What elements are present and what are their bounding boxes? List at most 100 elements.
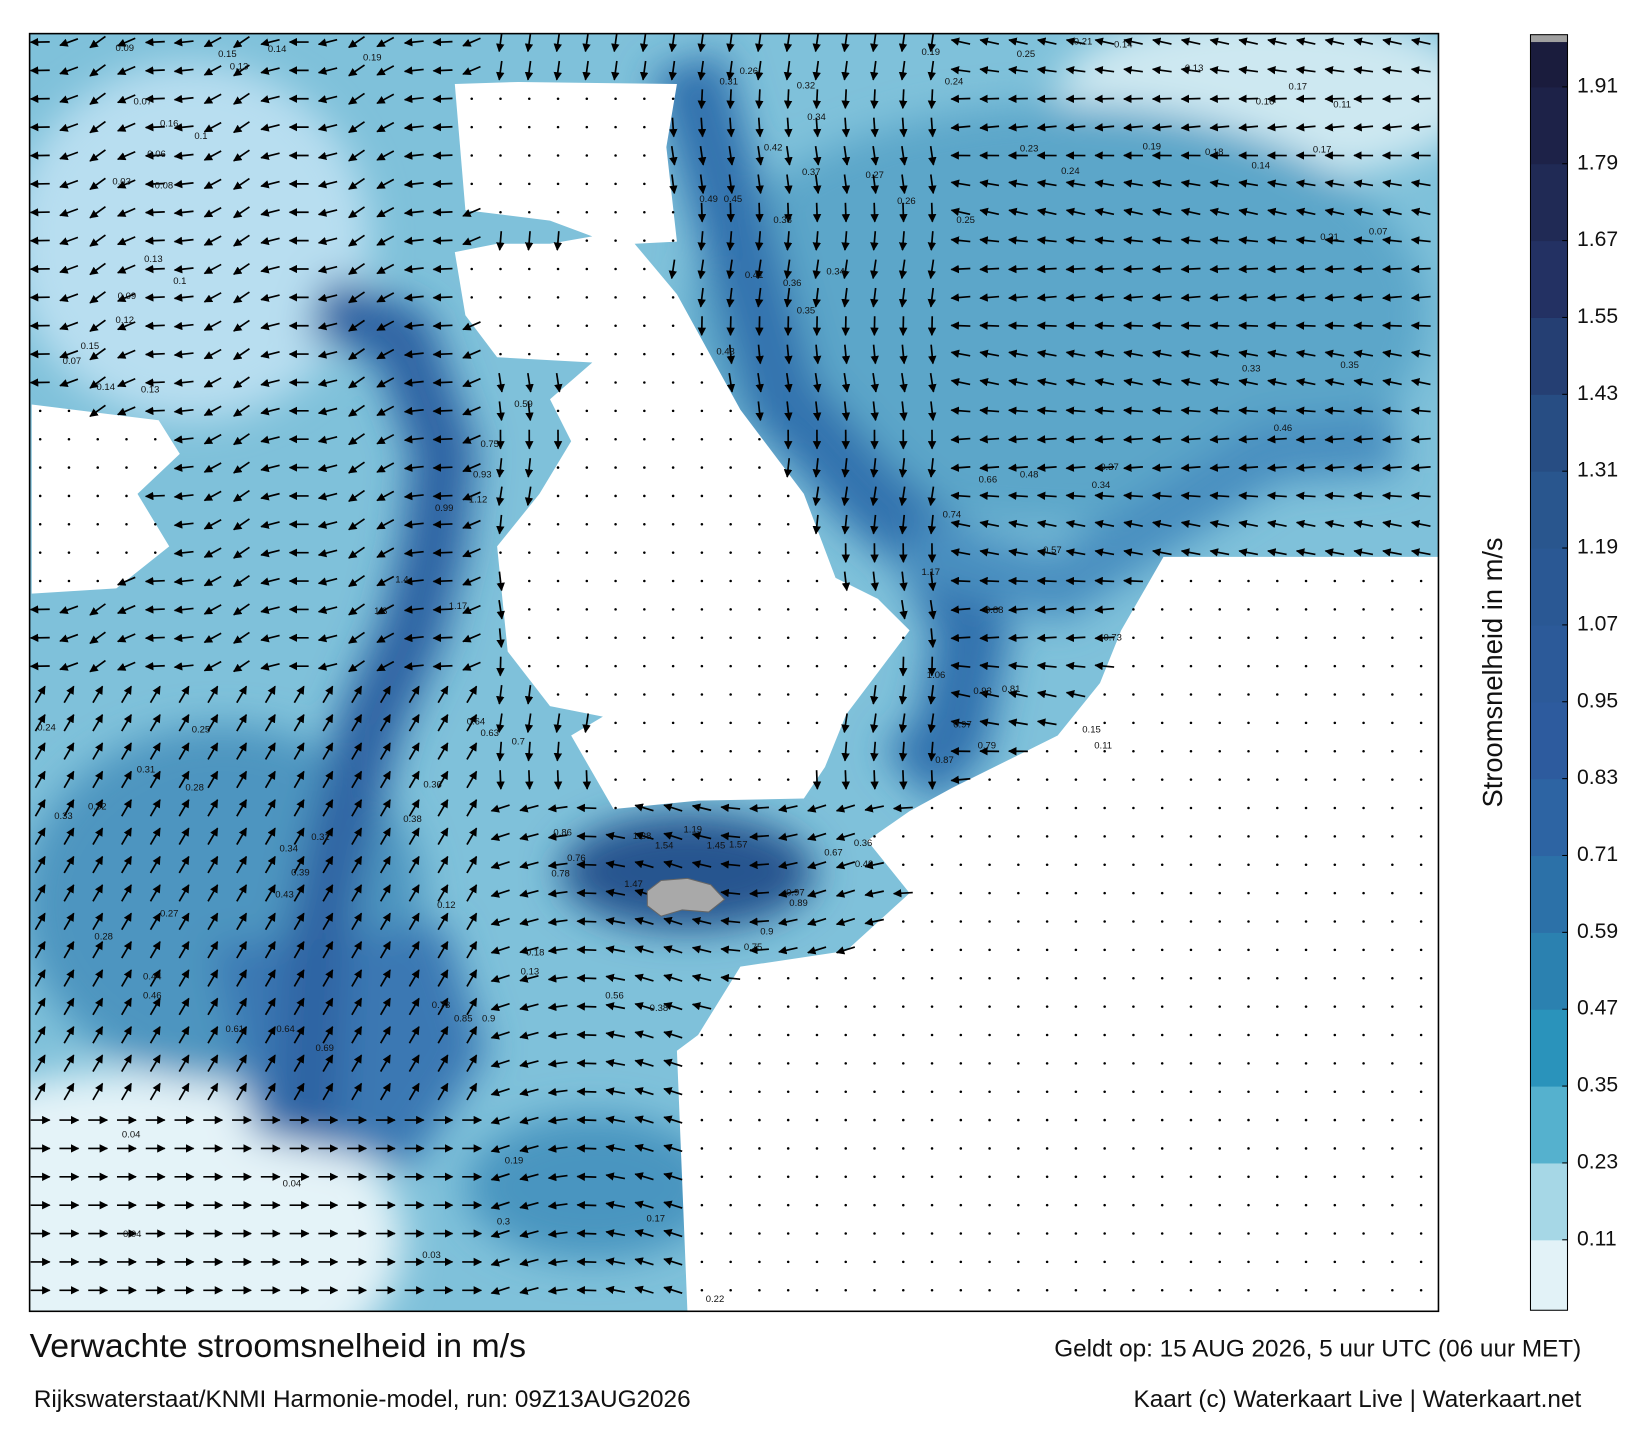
current-arrow	[720, 860, 741, 869]
current-arrow	[979, 519, 1000, 529]
current-arrow	[928, 571, 937, 592]
current-arrow	[34, 799, 46, 817]
speed-label: 0.81	[1002, 684, 1020, 695]
current-arrow	[1353, 519, 1374, 529]
colorbar-tick-label: 0.35	[1577, 1074, 1618, 1097]
current-arrow	[979, 179, 1000, 188]
grid-dot	[1218, 1260, 1221, 1264]
current-arrow	[1123, 463, 1143, 472]
grid-dot	[643, 154, 646, 157]
grid-dot	[1045, 920, 1049, 923]
grid-dot	[1103, 721, 1106, 725]
speed-label: 0.17	[1289, 82, 1307, 93]
grid-dot	[1362, 863, 1365, 867]
grid-dot	[1132, 806, 1135, 810]
current-arrow	[1382, 207, 1402, 216]
current-arrow	[870, 514, 879, 535]
grid-dot	[1045, 1260, 1049, 1264]
current-arrow	[317, 265, 338, 274]
current-arrow	[1065, 264, 1086, 274]
current-arrow	[1094, 463, 1115, 472]
grid-dot	[700, 1260, 704, 1264]
current-arrow	[1324, 264, 1345, 274]
grid-dot	[614, 551, 617, 554]
current-arrow	[173, 123, 194, 132]
current-arrow	[376, 405, 395, 417]
current-arrow	[89, 234, 106, 247]
current-arrow	[1065, 349, 1086, 358]
current-arrow	[408, 827, 420, 845]
grid-dot	[1362, 693, 1365, 696]
grid-dot	[671, 352, 675, 356]
current-arrow	[317, 38, 338, 47]
grid-dot	[470, 267, 473, 271]
grid-dot	[815, 664, 819, 668]
grid-dot	[671, 750, 675, 753]
grid-dot	[988, 1289, 991, 1292]
grid-dot	[786, 1118, 790, 1122]
current-arrow	[92, 827, 104, 845]
grid-dot	[528, 523, 531, 526]
grid-dot	[1276, 1289, 1279, 1292]
grid-dot	[1304, 835, 1308, 838]
grid-dot	[1247, 1147, 1250, 1150]
current-arrow	[293, 827, 305, 845]
current-arrow	[1036, 661, 1057, 671]
current-arrow	[144, 179, 165, 189]
grid-dot	[988, 1005, 991, 1008]
current-arrow	[116, 94, 136, 104]
current-arrow	[260, 151, 280, 161]
current-arrow	[496, 514, 505, 535]
grid-dot	[1391, 1005, 1394, 1008]
current-arrow	[1324, 463, 1345, 472]
land-area	[454, 81, 910, 810]
grid-dot	[154, 437, 157, 441]
speed-label: 0.43	[275, 890, 293, 901]
current-arrow	[403, 66, 424, 75]
grid-dot	[959, 1175, 963, 1179]
current-arrow	[720, 803, 741, 813]
current-arrow	[408, 770, 420, 789]
grid-dot	[1333, 1090, 1337, 1093]
current-arrow	[1094, 94, 1115, 104]
current-arrow	[524, 33, 534, 53]
grid-dot	[1304, 948, 1308, 952]
current-arrow	[144, 321, 165, 331]
grid-dot	[1304, 750, 1308, 753]
grid-dot	[786, 693, 790, 696]
grid-dot	[902, 920, 905, 923]
grid-dot	[585, 125, 589, 129]
current-arrow	[233, 546, 250, 559]
current-arrow	[1180, 37, 1201, 46]
current-arrow	[34, 855, 46, 874]
grid-dot	[614, 267, 617, 271]
grid-dot	[643, 494, 646, 498]
grid-dot	[1017, 1203, 1020, 1207]
grid-dot	[815, 976, 819, 980]
grid-dot	[959, 948, 963, 952]
current-arrow	[1065, 236, 1086, 245]
current-arrow	[898, 514, 908, 535]
grid-dot	[643, 721, 646, 725]
current-arrow	[783, 60, 793, 81]
grid-dot	[1247, 920, 1250, 923]
grid-dot	[902, 1147, 905, 1150]
current-arrow	[121, 742, 132, 760]
current-arrow	[1209, 435, 1230, 444]
current-arrow	[576, 860, 597, 869]
grid-dot	[614, 437, 617, 441]
grid-dot	[1362, 664, 1365, 668]
current-arrow	[121, 827, 132, 845]
grid-dot	[700, 352, 704, 356]
current-arrow	[348, 149, 365, 162]
grid-dot	[1333, 1260, 1337, 1264]
current-arrow	[116, 207, 136, 217]
current-arrow	[979, 718, 1000, 727]
current-arrow	[1008, 435, 1028, 444]
grid-dot	[154, 466, 157, 469]
current-arrow	[348, 206, 365, 219]
grid-dot	[1304, 1118, 1308, 1122]
grid-dot	[1074, 806, 1078, 810]
grid-dot	[499, 551, 502, 554]
grid-dot	[1304, 1005, 1308, 1008]
